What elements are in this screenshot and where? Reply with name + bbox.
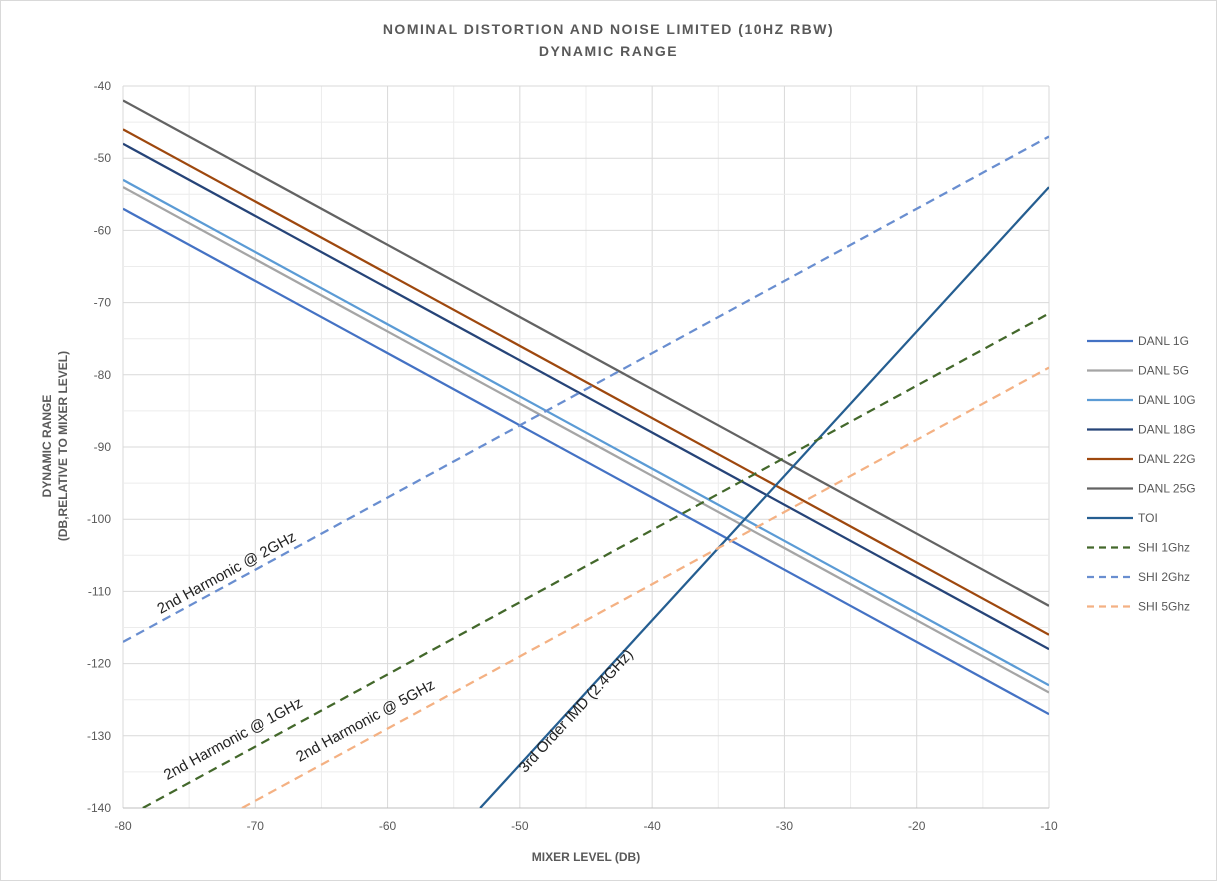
- annotations: 2nd Harmonic @ 2GHz 2nd Harmonic @ 1GHz2n…: [154, 528, 636, 783]
- legend: DANL 1G DANL 5G DANL 10G DANL 18G DANL 22G DA…: [1087, 334, 1196, 614]
- y-tick-label: -80: [94, 368, 112, 382]
- y-tick-label: -60: [94, 223, 112, 237]
- y-tick-label: -100: [87, 512, 111, 526]
- legend-entry: DANL 18G: [1138, 423, 1196, 437]
- y-tick-label: -40: [94, 79, 112, 93]
- legend-entry: DANL 1G: [1138, 334, 1189, 348]
- series-line-danl-18g: [123, 142, 1049, 651]
- annotation-label: 3rd Order IMD (2.4GHz): [516, 646, 637, 776]
- y-tick-label: -90: [94, 440, 112, 454]
- x-tick-label: -40: [643, 819, 661, 833]
- series-lines: [123, 99, 1049, 808]
- series-line-shi-2ghz: [123, 135, 1049, 643]
- series-line-shi-1ghz: [142, 312, 1049, 808]
- legend-entry: DANL 5G: [1138, 364, 1189, 378]
- x-axis-label: MIXER LEVEL (DB): [532, 850, 640, 864]
- series-line-danl-10g: [123, 178, 1049, 687]
- annotation-label: 2nd Harmonic @ 2GHz: [154, 528, 298, 617]
- gridlines: [122, 85, 1050, 809]
- series-line-shi-5ghz: [241, 366, 1049, 808]
- series-line-toi: [479, 186, 1049, 808]
- legend-entry: TOI: [1138, 511, 1158, 525]
- annotation-label: 2nd Harmonic @ 1GHz: [161, 694, 305, 783]
- legend-entry: DANL 10G: [1138, 393, 1196, 407]
- chart-title: NOMINAL DISTORTION AND NOISE LIMITED (10…: [382, 21, 835, 37]
- legend-entry: SHI 1Ghz: [1138, 541, 1190, 555]
- y-tick-label: -50: [94, 151, 112, 165]
- y-axis-label-line1: DYNAMIC RANGE: [40, 395, 54, 498]
- x-tick-label: -50: [511, 819, 529, 833]
- x-tick-label: -10: [1040, 819, 1058, 833]
- x-tick-label: -20: [908, 819, 926, 833]
- legend-entry: DANL 25G: [1138, 482, 1196, 496]
- y-tick-label: -120: [87, 657, 111, 671]
- legend-entry: SHI 2Ghz: [1138, 570, 1190, 584]
- series-line-danl-5g: [123, 186, 1049, 694]
- x-tick-label: -70: [247, 819, 265, 833]
- y-axis-label-line2: (DB,RELATIVE TO MIXER LEVEL): [56, 351, 70, 541]
- series-line-danl-25g: [123, 99, 1049, 607]
- legend-entry: DANL 22G: [1138, 452, 1196, 466]
- tick-labels: -80 -70 -60 -50 -40 -30 -20 -10-40-50-60-70-80-…: [87, 79, 1058, 833]
- y-tick-label: -70: [94, 296, 112, 310]
- y-tick-label: -140: [87, 801, 111, 815]
- annotation-label: 2nd Harmonic @ 5GHz: [293, 676, 437, 765]
- legend-entry: SHI 5Ghz: [1138, 600, 1190, 614]
- chart-subtitle: DYNAMIC RANGE: [538, 43, 679, 59]
- series-line-danl-1g: [123, 207, 1049, 716]
- y-tick-label: -110: [88, 584, 111, 598]
- x-tick-label: -80: [114, 819, 132, 833]
- x-tick-label: -60: [379, 819, 397, 833]
- y-tick-label: -130: [87, 729, 111, 743]
- x-tick-label: -30: [776, 819, 794, 833]
- series-line-danl-22g: [123, 128, 1049, 636]
